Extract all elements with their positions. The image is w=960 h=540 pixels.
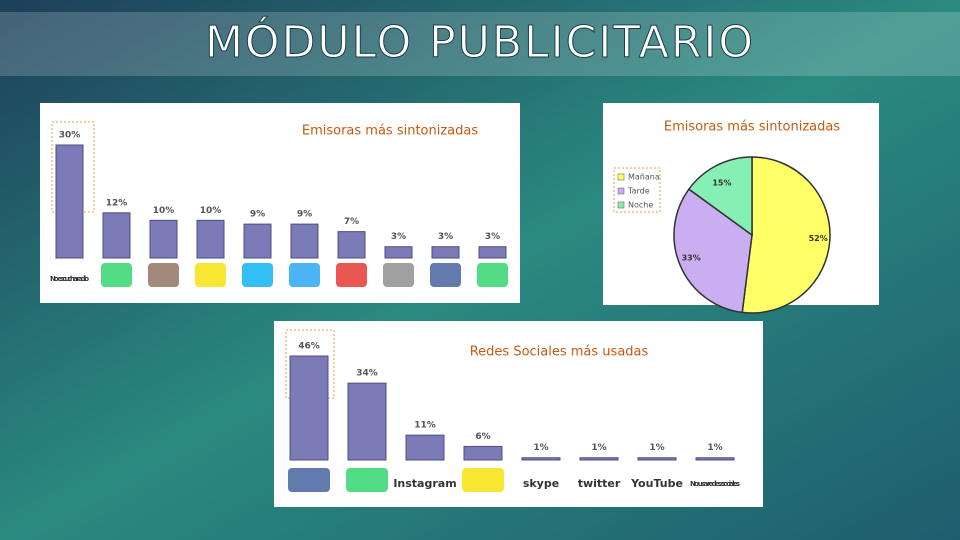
bar	[579, 457, 619, 461]
logo	[242, 263, 273, 287]
pie-slice	[687, 156, 753, 237]
logo	[383, 263, 414, 287]
bar	[289, 355, 329, 461]
data-label: 7%	[344, 217, 359, 227]
legend-swatch	[617, 187, 625, 195]
category-label: Instagram	[393, 477, 456, 490]
bar	[243, 223, 272, 259]
bar	[478, 246, 507, 259]
chart-title: Emisoras más sintonizadas	[302, 124, 479, 139]
legend-label: Mañana	[628, 173, 660, 182]
data-label: 1%	[591, 443, 606, 453]
data-label: 30%	[59, 131, 81, 141]
bar	[149, 219, 178, 259]
data-label: 52%	[809, 234, 828, 243]
category-label: No usa redes sociales	[690, 480, 740, 488]
data-label: 12%	[106, 198, 128, 208]
data-label: 6%	[475, 432, 490, 442]
logo	[477, 263, 508, 287]
data-label: 1%	[649, 443, 664, 453]
highlight-box	[613, 167, 661, 213]
bar	[337, 231, 366, 259]
logo	[289, 263, 320, 287]
logo	[430, 263, 461, 287]
slide-title: MÓDULO PUBLICITARIO	[205, 15, 755, 68]
data-label: 10%	[200, 206, 222, 216]
logo	[336, 263, 367, 287]
bar	[405, 434, 445, 461]
logo	[462, 468, 504, 492]
category-label: skype	[523, 477, 559, 490]
legend-swatch	[617, 173, 625, 181]
bar	[347, 382, 387, 461]
title-band	[0, 12, 960, 76]
bar	[431, 246, 460, 259]
data-label: 33%	[682, 254, 701, 263]
bar	[102, 212, 131, 259]
bar	[55, 144, 84, 259]
bar	[196, 219, 225, 259]
data-label: 1%	[533, 443, 548, 453]
pie-slice	[673, 188, 753, 314]
data-label: 11%	[414, 421, 436, 431]
bar	[463, 445, 503, 461]
logo	[101, 263, 132, 287]
data-label: 46%	[298, 342, 320, 352]
logo	[195, 263, 226, 287]
legend-swatch	[617, 201, 625, 209]
legend-label: Tarde	[627, 187, 650, 196]
category-label: twitter	[578, 477, 621, 490]
logo	[346, 468, 388, 492]
category-label: No escucha radio	[50, 275, 89, 283]
bar	[290, 223, 319, 259]
legend-label: Noche	[628, 201, 653, 210]
chart-title: Redes Sociales más usadas	[470, 345, 649, 360]
data-label: 34%	[356, 369, 378, 379]
logo	[148, 263, 179, 287]
data-label: 10%	[153, 206, 175, 216]
data-label: 1%	[707, 443, 722, 453]
data-label: 9%	[250, 210, 265, 220]
pie-slice	[741, 156, 831, 314]
category-label: YouTube	[630, 477, 683, 490]
bar	[521, 457, 561, 461]
bar	[637, 457, 677, 461]
data-label: 3%	[391, 232, 406, 242]
data-label: 3%	[438, 232, 453, 242]
bar	[695, 457, 735, 461]
chart-title: Emisoras más sintonizadas	[664, 120, 841, 135]
data-label: 15%	[712, 178, 731, 187]
data-label: 9%	[297, 210, 312, 220]
bar	[384, 246, 413, 259]
logo	[288, 468, 330, 492]
data-label: 3%	[485, 232, 500, 242]
